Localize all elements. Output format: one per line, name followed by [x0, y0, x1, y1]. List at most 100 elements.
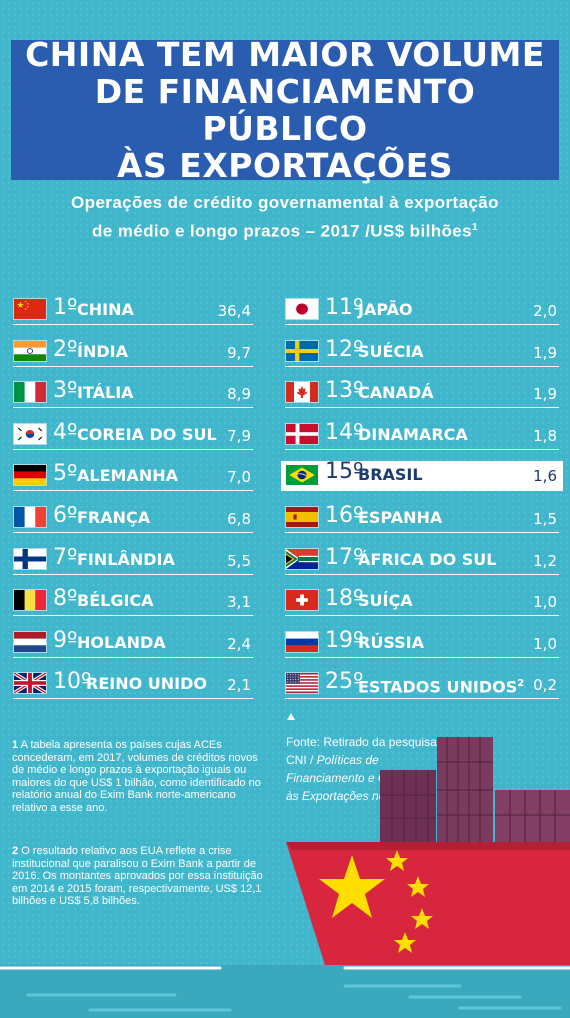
rank-number: 9º [53, 627, 78, 653]
rank-number: 5º [53, 461, 78, 487]
rank-number: 3º [53, 378, 78, 404]
flag-kr-icon [13, 422, 47, 445]
ranking-row: 18º SUÍÇA 1,0 [285, 587, 559, 617]
country-name: ALEMANHA [77, 466, 178, 486]
country-name: HOLANDA [77, 633, 166, 653]
rank-number: 12º [325, 336, 364, 362]
title-line: DE FINANCIAMENTO PÚBLICO [94, 72, 476, 148]
rank-number: 8º [53, 586, 78, 612]
country-label: FRANÇA [77, 508, 151, 527]
value-label: 2,0 [533, 302, 557, 320]
ranking-row: 17º ÁFRICA DO SUL 1,2 [285, 545, 559, 575]
country-label: ESPANHA [358, 508, 443, 527]
ranking-row: 1º CHINA 36,4 [13, 296, 253, 325]
source-note: Fonte: Retirado da pesquisa CNI / Políti… [286, 733, 446, 805]
rank-number: 2º [53, 336, 78, 362]
country-name: ESPANHA [358, 508, 442, 528]
footnote-text: A tabela apresenta os países cujas ACEs … [12, 739, 261, 814]
country-label: SUÉCIA [358, 341, 424, 361]
ranking-row: 8º BÉLGICA 3,1 [13, 587, 253, 617]
country-name: CANADÁ [358, 383, 434, 403]
value-label: 1,9 [533, 385, 557, 404]
value-label: 7,0 [227, 468, 251, 487]
flag-de-icon [13, 464, 47, 487]
ranking-row: 11º JAPÃO 2,0 [285, 296, 559, 325]
country-name: FINLÂNDIA [77, 550, 175, 570]
ranking-row: 9º HOLANDA 2,4 [13, 628, 253, 658]
country-label: CANADÁ [358, 383, 434, 403]
flag-br-icon [285, 464, 319, 487]
flag-be-icon [13, 589, 47, 612]
flag-ru-icon [285, 630, 319, 653]
country-label: DINAMARCA [358, 424, 468, 444]
country-name: ESTADOS UNIDOS2 [358, 674, 524, 697]
rank-number: 13º [325, 378, 364, 404]
country-label: JAPÃO [358, 300, 413, 319]
ranking-row: 3º ITÁLIA 8,9 [13, 379, 253, 409]
flag-se-icon [285, 339, 319, 362]
rank-number: 18º [325, 586, 364, 612]
ranking-row: 10º REINO UNIDO 2,1 [13, 670, 253, 700]
flag-in-icon [13, 339, 47, 362]
title-line: ÀS EXPORTAÇÕES [116, 146, 454, 185]
ranking-row: 14º DINAMARCA 1,8 [285, 420, 559, 450]
value-label: 9,7 [227, 343, 251, 362]
footnote: 1 A tabela apresenta os países cujas ACE… [12, 739, 270, 814]
country-label: ITÁLIA [77, 383, 134, 403]
arrow-up-icon [287, 713, 295, 720]
value-label: 2,4 [227, 634, 251, 653]
country-name: COREIA DO SUL [77, 425, 217, 445]
value-label: 36,4 [217, 302, 251, 320]
country-name: SUÉCIA [358, 342, 424, 362]
value-label: 2,1 [227, 676, 251, 695]
flag-dk-icon [285, 422, 319, 445]
country-label: FINLÂNDIA [77, 549, 175, 569]
ranking-row: 15º BRASIL 1,6 [281, 459, 563, 492]
value-label: 1,0 [533, 634, 557, 653]
country-label: COREIA DO SUL [77, 424, 217, 444]
subtitle-footnote-mark: 1 [472, 222, 478, 233]
flag-it-icon [13, 381, 47, 404]
ranking-row: 13º CANADÁ 1,9 [285, 379, 559, 409]
value-label: 1,6 [533, 467, 557, 486]
value-label: 7,9 [227, 426, 251, 445]
value-label: 8,9 [227, 385, 251, 404]
value-label: 0,2 [533, 676, 557, 695]
rank-number: 11º [325, 295, 364, 320]
country-name: ITÁLIA [77, 383, 134, 403]
country-name: REINO UNIDO [86, 674, 207, 694]
country-label: CHINA [77, 300, 134, 319]
country-label: BÉLGICA [77, 591, 154, 611]
country-footnote-mark: 2 [517, 678, 525, 690]
subtitle-line-text: de médio e longo prazos – 2017 /US$ bilh… [92, 221, 472, 241]
country-label: HOLANDA [77, 632, 166, 652]
ranking-row: 25º ESTADOS UNIDOS2 0,2 [285, 670, 559, 700]
flag-cn-icon [13, 298, 47, 320]
subtitle-line: Operações de crédito governamental à exp… [71, 193, 499, 212]
country-label: ÍNDIA [77, 341, 128, 361]
country-name: RÚSSIA [358, 633, 424, 653]
rank-number: 7º [53, 544, 78, 570]
footnote: 2 O resultado relativo aos EUA reflete a… [12, 845, 270, 908]
rank-number: 10º [53, 669, 92, 695]
flag-za-icon [285, 547, 319, 570]
ranking-row: 7º FINLÂNDIA 5,5 [13, 545, 253, 575]
rank-number: 15º [325, 459, 364, 485]
value-label: 1,0 [533, 593, 557, 612]
ranking-row: 19º RÚSSIA 1,0 [285, 628, 559, 658]
country-label: BRASIL [358, 465, 423, 485]
value-label: 1,8 [533, 426, 557, 445]
country-name: BÉLGICA [77, 591, 154, 611]
flag-gb-icon [13, 672, 47, 695]
ranking-row: 16º ESPANHA 1,5 [285, 504, 559, 533]
country-label: RÚSSIA [358, 632, 424, 652]
subtitle: Operações de crédito governamental à exp… [0, 190, 570, 244]
ranking-row: 12º SUÉCIA 1,9 [285, 337, 559, 367]
rank-number: 14º [325, 419, 364, 445]
country-name: BRASIL [358, 465, 423, 485]
ranking-row: 6º FRANÇA 6,8 [13, 504, 253, 533]
country-label: REINO UNIDO [86, 674, 207, 694]
subtitle-line-2: de médio e longo prazos – 2017 /US$ bilh… [0, 215, 570, 244]
country-name: ÍNDIA [77, 342, 128, 362]
flag-jp-icon [285, 298, 319, 320]
